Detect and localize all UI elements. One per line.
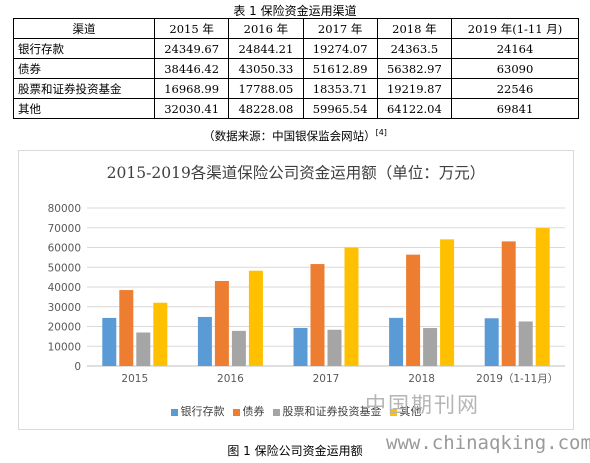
bar: [423, 328, 438, 366]
bar: [248, 270, 263, 366]
table-cell: 18353.71: [302, 78, 378, 99]
bar: [119, 290, 134, 366]
table-row-label: 其他: [13, 98, 155, 119]
bar: [440, 239, 455, 366]
table-cell: 64122.04: [376, 98, 453, 119]
table-cell: 19274.07: [302, 38, 378, 59]
bar: [406, 254, 421, 366]
x-tick-label: 2017: [313, 373, 340, 385]
table-cell: 51612.89: [302, 58, 378, 79]
bar: [535, 228, 550, 366]
bar: [310, 264, 325, 366]
table-cell: 43050.33: [228, 58, 304, 79]
y-tick-label: 80000: [48, 203, 81, 215]
data-source-ref: [4]: [375, 128, 387, 138]
table-cell: 16968.99: [153, 78, 230, 99]
table-title: 表 1 保险资金运用渠道: [233, 4, 357, 18]
table-header-cell: 2018 年: [376, 18, 453, 39]
table-cell: 56382.97: [376, 58, 453, 79]
y-tick-label: 0: [74, 361, 81, 373]
table-cell: 22546: [451, 78, 579, 99]
table-cell: 69841: [451, 98, 579, 119]
watermark-url: www.chinaqking.com: [386, 432, 590, 454]
table-cell: 32030.41: [153, 98, 230, 119]
bar: [501, 241, 516, 366]
y-tick-label: 20000: [48, 322, 81, 334]
table-cell: 59965.54: [302, 98, 378, 119]
table-cell: 17788.05: [228, 78, 304, 99]
legend-label: 银行存款: [180, 405, 225, 418]
y-tick-label: 30000: [48, 302, 81, 314]
table-header-cell: 2019 年(1-11 月): [451, 18, 579, 39]
y-tick-label: 70000: [48, 223, 81, 235]
legend-swatch: [272, 408, 280, 416]
table-row-label: 股票和证券投资基金: [13, 78, 155, 99]
legend-swatch: [170, 408, 178, 416]
table-header-cell: 2017 年: [302, 18, 378, 39]
legend-item: 银行存款: [170, 403, 225, 419]
bar-chart-plot: 0 10000 20000 30000 40000 50000 60000 70000 8000…: [48, 203, 565, 385]
table-cell: 63090: [451, 58, 579, 79]
table-row-label: 银行存款: [13, 38, 155, 59]
legend-swatch: [389, 408, 397, 416]
data-table: 渠道 2015 年 2016 年 2017 年 2018 年 2019 年(1-…: [13, 18, 579, 119]
figure-caption: 图 1 保险公司资金运用额: [227, 444, 363, 458]
legend-item: 股票和证券投资基金: [272, 403, 382, 419]
legend-label: 债券: [242, 405, 265, 418]
table-row: 其他 32030.41 48228.08 59965.54 64122.04 6…: [13, 98, 579, 119]
x-tick-label: 2016: [217, 373, 244, 385]
table-header-row: 渠道 2015 年 2016 年 2017 年 2018 年 2019 年(1-…: [13, 18, 579, 39]
x-tick-label: 2018: [408, 373, 435, 385]
legend-item: 债券: [232, 403, 265, 419]
x-tick-label: 2015: [121, 373, 148, 385]
chart-legend: 银行存款 债券 股票和证券投资基金 其他: [19, 403, 573, 419]
x-tick-label: 2019（1-11月）: [476, 373, 558, 385]
y-tick-label: 10000: [48, 341, 81, 353]
watermark-text: 中国期刊网: [365, 393, 480, 417]
legend-swatch: [232, 408, 240, 416]
legend-label: 其他: [399, 405, 422, 418]
table-row: 股票和证券投资基金 16968.99 17788.05 18353.71 192…: [13, 78, 579, 99]
table-cell: 24844.21: [228, 38, 304, 59]
table-cell: 24349.67: [153, 38, 230, 59]
bar: [518, 321, 533, 366]
bar: [136, 332, 151, 366]
data-source-text: （数据来源：中国银保监会网站）: [203, 129, 376, 143]
bar: [344, 247, 359, 366]
y-tick-label: 40000: [48, 282, 81, 294]
table-row: 银行存款 24349.67 24844.21 19274.07 24363.5 …: [13, 38, 579, 59]
y-tick-label: 50000: [48, 262, 81, 274]
legend-item: 其他: [389, 403, 422, 419]
table-header-cell: 2015 年: [153, 18, 230, 39]
bar: [484, 318, 499, 366]
chart-container: 2015-2019各渠道保险公司资金运用额（单位：万元） 0 10000 20000…: [18, 150, 574, 430]
bar: [231, 330, 246, 366]
table-cell: 24363.5: [376, 38, 453, 59]
bar: [293, 327, 308, 366]
bar: [102, 317, 117, 366]
table-row: 债券 38446.42 43050.33 51612.89 56382.97 6…: [13, 58, 579, 79]
bar: [153, 302, 168, 366]
table-header-cell: 渠道: [13, 18, 155, 39]
y-tick-label: 60000: [48, 243, 81, 255]
table-row-label: 债券: [13, 58, 155, 79]
table-cell: 38446.42: [153, 58, 230, 79]
bar: [214, 280, 229, 366]
table-header-cell: 2016 年: [228, 18, 304, 39]
bar: [389, 317, 404, 366]
bar: [327, 329, 342, 366]
table-cell: 24164: [451, 38, 579, 59]
table-cell: 19219.87: [376, 78, 453, 99]
chart-title: 2015-2019各渠道保险公司资金运用额（单位：万元）: [106, 164, 486, 182]
bar: [197, 316, 212, 366]
data-source-note: （数据来源：中国银保监会网站）[4]: [0, 128, 590, 144]
table-cell: 48228.08: [228, 98, 304, 119]
legend-label: 股票和证券投资基金: [282, 405, 382, 418]
